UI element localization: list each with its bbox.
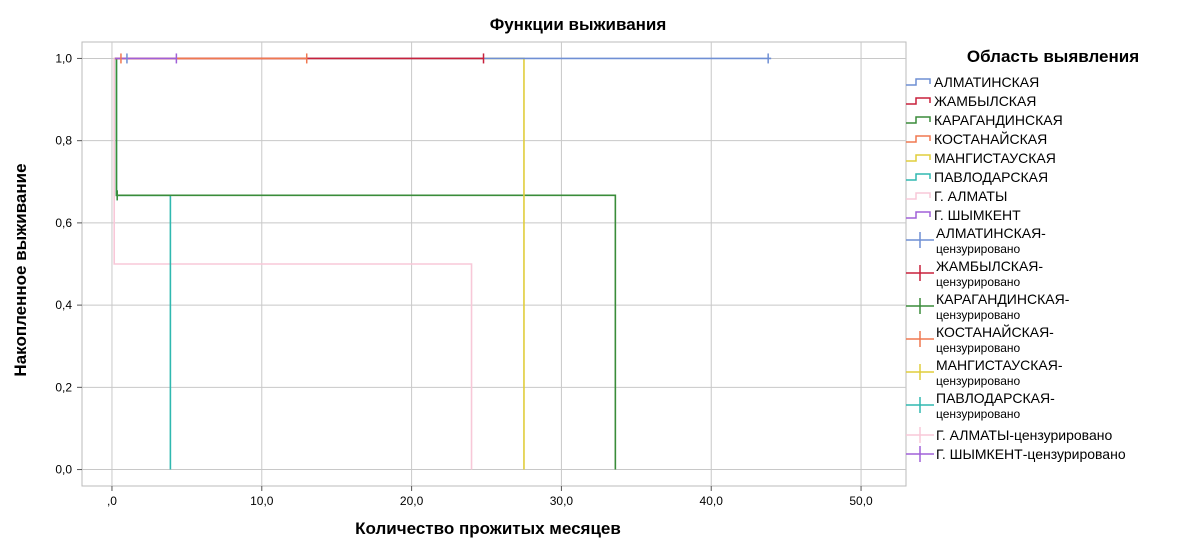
legend-label: АЛМАТИНСКАЯ-: [936, 225, 1046, 241]
legend-label: цензурировано: [936, 374, 1021, 388]
y-tick-label: 0,4: [55, 298, 72, 312]
legend-label: цензурировано: [936, 275, 1021, 289]
x-tick-label: 40,0: [700, 494, 724, 508]
legend-label: цензурировано: [936, 308, 1021, 322]
chart-title: Функции выживания: [490, 15, 667, 34]
x-tick-label: 10,0: [250, 494, 274, 508]
censor-marks: [116, 53, 769, 201]
legend-label: цензурировано: [936, 341, 1021, 355]
legend-label: АЛМАТИНСКАЯ: [934, 74, 1039, 90]
grid-lines: [82, 42, 906, 486]
x-tick-label: 50,0: [849, 494, 873, 508]
legend-label: КОСТАНАЙСКАЯ: [934, 130, 1047, 147]
legend-swatch: [906, 211, 931, 219]
legend-label: КОСТАНАЙСКАЯ-: [936, 323, 1054, 340]
legend-swatch: [906, 116, 931, 124]
legend-label: МАНГИСТАУСКАЯ-: [936, 357, 1063, 373]
y-tick-label: 1,0: [55, 51, 72, 65]
legend-label: ПАВЛОДАРСКАЯ-: [936, 390, 1055, 406]
y-axis-title: Накопленное выживание: [11, 163, 30, 376]
legend-label: цензурировано: [936, 407, 1021, 421]
y-tick-label: 0,2: [55, 380, 72, 394]
y-tick-label: 0,0: [55, 463, 72, 477]
legend-label: Г. ШЫМКЕНТ-цензурировано: [936, 446, 1126, 462]
legend-label: Г. ШЫМКЕНТ: [934, 207, 1021, 223]
legend-swatch: [906, 154, 931, 162]
legend-title: Область выявления: [967, 47, 1139, 66]
legend-label: Г. АЛМАТЫ-цензурировано: [936, 427, 1112, 443]
legend-swatch: [906, 78, 931, 86]
legend-label: ЖАМБЫЛСКАЯ-: [936, 258, 1043, 274]
legend-label: Г. АЛМАТЫ: [934, 188, 1007, 204]
x-tick-label: ,0: [107, 494, 117, 508]
y-tick-label: 0,8: [55, 134, 72, 148]
legend-swatch: [906, 135, 931, 143]
legend-label: КАРАГАНДИНСКАЯ-: [936, 291, 1070, 307]
legend-label: ПАВЛОДАРСКАЯ: [934, 169, 1048, 185]
axis-ticks: ,0 10,0 20,0 30,0 40,0 50,0 0,0 0,2 0,4 0,6 0,8 1,0: [55, 51, 873, 508]
legend-label: ЖАМБЫЛСКАЯ: [934, 93, 1036, 109]
x-axis-title: Количество прожитых месяцев: [355, 519, 621, 538]
y-tick-label: 0,6: [55, 216, 72, 230]
legend-label: МАНГИСТАУСКАЯ: [934, 150, 1056, 166]
survival-curve: [113, 57, 473, 470]
legend-swatch: [906, 97, 931, 105]
x-tick-label: 20,0: [400, 494, 424, 508]
legend: АЛМАТИНСКАЯ ЖАМБЫЛСКАЯ КАРАГАНДИНСКАЯ КОСТА…: [906, 74, 1126, 462]
legend-swatch: [906, 192, 931, 200]
x-tick-label: 30,0: [550, 494, 574, 508]
legend-swatch: [906, 173, 931, 181]
legend-label: КАРАГАНДИНСКАЯ: [934, 112, 1063, 128]
legend-label: цензурировано: [936, 242, 1021, 256]
